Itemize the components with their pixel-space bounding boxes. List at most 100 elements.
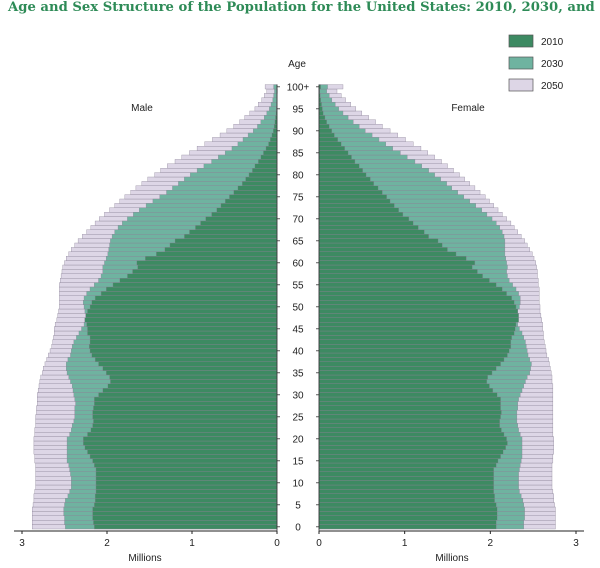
x-tick-male-2: 2 bbox=[104, 538, 110, 549]
age-tick-0: 0 bbox=[295, 522, 301, 533]
bar-female-2010-age-30 bbox=[318, 392, 498, 398]
legend-label-2050: 2050 bbox=[541, 81, 564, 92]
bar-male-2030-age-94 bbox=[266, 110, 278, 116]
bar-female-2010-age-81 bbox=[318, 168, 363, 173]
bar-female-2010-age-73 bbox=[318, 203, 395, 208]
x-tick-male-0: 0 bbox=[274, 538, 280, 549]
bar-male-2010-age-20 bbox=[83, 436, 278, 442]
bar-male-2010-age-1 bbox=[93, 520, 278, 525]
male-2010-bars bbox=[83, 84, 278, 530]
age-tick-45: 45 bbox=[292, 324, 304, 335]
bar-female-2010-age-86 bbox=[318, 146, 345, 151]
bar-male-2010-age-45 bbox=[87, 326, 278, 332]
bar-female-2010-age-5 bbox=[318, 502, 497, 508]
age-tick-35: 35 bbox=[292, 368, 304, 379]
bar-male-2010-age-76 bbox=[233, 190, 278, 195]
bar-female-2010-age-27 bbox=[318, 405, 501, 411]
bar-female-2010-age-7 bbox=[318, 493, 495, 499]
bar-male-2010-age-42 bbox=[89, 339, 278, 345]
bar-male-2010-age-38 bbox=[94, 357, 278, 362]
age-tick-100+: 100+ bbox=[287, 82, 310, 93]
x-tick-female-1: 1 bbox=[402, 538, 408, 549]
bar-female-2010-age-19 bbox=[318, 440, 508, 446]
bar-female-2030-age-97 bbox=[318, 97, 333, 103]
age-tick-50: 50 bbox=[292, 302, 304, 313]
bar-male-2010-age-56 bbox=[119, 278, 278, 283]
bar-male-2030-age-100 bbox=[273, 84, 278, 90]
legend-label-2030: 2030 bbox=[541, 59, 564, 70]
x-tick-female-3: 3 bbox=[573, 538, 579, 549]
bar-male-2010-age-36 bbox=[102, 366, 278, 371]
bar-male-2010-age-32 bbox=[107, 383, 278, 389]
x-tick-female-2: 2 bbox=[488, 538, 494, 549]
bar-female-2010-age-69 bbox=[318, 220, 414, 226]
bar-male-2010-age-74 bbox=[224, 198, 278, 204]
bar-female-2010-age-70 bbox=[318, 216, 410, 222]
bar-female-2010-age-12 bbox=[318, 471, 494, 477]
bar-female-2010-age-90 bbox=[318, 128, 333, 134]
chart-title: Age and Sex Structure of the Population … bbox=[8, 0, 600, 15]
bar-male-2010-age-39 bbox=[91, 352, 278, 358]
bar-female-2010-age-49 bbox=[318, 308, 518, 314]
age-tick-85: 85 bbox=[292, 148, 304, 159]
bar-male-2010-age-17 bbox=[87, 449, 278, 455]
bar-female-2010-age-23 bbox=[318, 423, 500, 428]
bar-female-2010-age-91 bbox=[318, 124, 330, 129]
bar-male-2010-age-64 bbox=[169, 242, 278, 248]
bar-male-2010-age-15 bbox=[92, 458, 278, 464]
bar-male-2010-age-66 bbox=[184, 234, 278, 239]
bar-female-2010-age-76 bbox=[318, 190, 383, 195]
bar-male-2010-age-44 bbox=[87, 330, 278, 336]
bar-female-2010-age-40 bbox=[318, 348, 510, 354]
bar-male-2030-age-93 bbox=[264, 115, 278, 120]
bar-male-2010-age-11 bbox=[95, 476, 278, 481]
bar-female-2010-age-37 bbox=[318, 361, 501, 367]
bar-female-2010-age-3 bbox=[318, 511, 498, 516]
bar-female-2010-age-0 bbox=[318, 524, 497, 530]
x-tick-female-0: 0 bbox=[316, 538, 322, 549]
bar-male-2010-age-68 bbox=[195, 225, 278, 230]
bar-male-2010-age-7 bbox=[94, 493, 278, 499]
bar-female-2010-age-68 bbox=[318, 225, 419, 230]
age-tick-40: 40 bbox=[292, 346, 304, 357]
legend-swatch-2050 bbox=[508, 78, 534, 92]
bar-male-2030-age-92 bbox=[260, 119, 278, 125]
bar-female-2010-age-92 bbox=[318, 119, 327, 125]
x-tick-male-1: 1 bbox=[189, 538, 195, 549]
bar-female-2010-age-44 bbox=[318, 330, 515, 336]
bar-male-2010-age-72 bbox=[216, 207, 278, 213]
bar-female-2010-age-80 bbox=[318, 172, 367, 178]
bar-male-2010-age-10 bbox=[95, 480, 278, 486]
bar-male-2010-age-62 bbox=[156, 251, 278, 257]
bar-male-2010-age-9 bbox=[95, 484, 278, 490]
bar-male-2010-age-61 bbox=[145, 256, 278, 261]
bar-female-2010-age-74 bbox=[318, 198, 391, 204]
bar-female-2010-age-87 bbox=[318, 141, 342, 147]
bar-female-2010-age-31 bbox=[318, 388, 494, 393]
bar-male-2010-age-77 bbox=[237, 185, 278, 191]
bar-female-2010-age-66 bbox=[318, 234, 429, 239]
bar-female-2010-age-21 bbox=[318, 432, 505, 437]
bar-female-2010-age-32 bbox=[318, 383, 490, 389]
bar-male-2030-age-96 bbox=[270, 102, 278, 107]
bar-male-2010-age-75 bbox=[229, 194, 278, 200]
bar-male-2010-age-30 bbox=[98, 392, 278, 398]
bar-female-2010-age-9 bbox=[318, 484, 494, 490]
bar-male-2030-age-95 bbox=[269, 106, 278, 112]
bar-male-2010-age-63 bbox=[164, 247, 278, 252]
bar-female-2010-age-60 bbox=[318, 260, 476, 266]
bar-female-2010-age-95 bbox=[318, 106, 323, 112]
bar-female-2010-age-56 bbox=[318, 278, 490, 283]
bar-female-2010-age-2 bbox=[318, 515, 498, 521]
bar-male-2010-age-52 bbox=[94, 295, 278, 301]
bar-female-2010-age-93 bbox=[318, 115, 326, 120]
bar-male-2010-age-22 bbox=[90, 427, 278, 433]
bar-male-2010-age-83 bbox=[258, 159, 278, 164]
bar-female-2010-age-51 bbox=[318, 300, 515, 305]
age-tick-25: 25 bbox=[292, 412, 304, 423]
bar-male-2010-age-21 bbox=[87, 432, 278, 437]
bar-male-2010-age-67 bbox=[189, 229, 278, 235]
bar-male-2010-age-88 bbox=[270, 137, 278, 142]
bar-female-2010-age-24 bbox=[318, 418, 500, 424]
bar-male-2010-age-46 bbox=[86, 322, 278, 327]
